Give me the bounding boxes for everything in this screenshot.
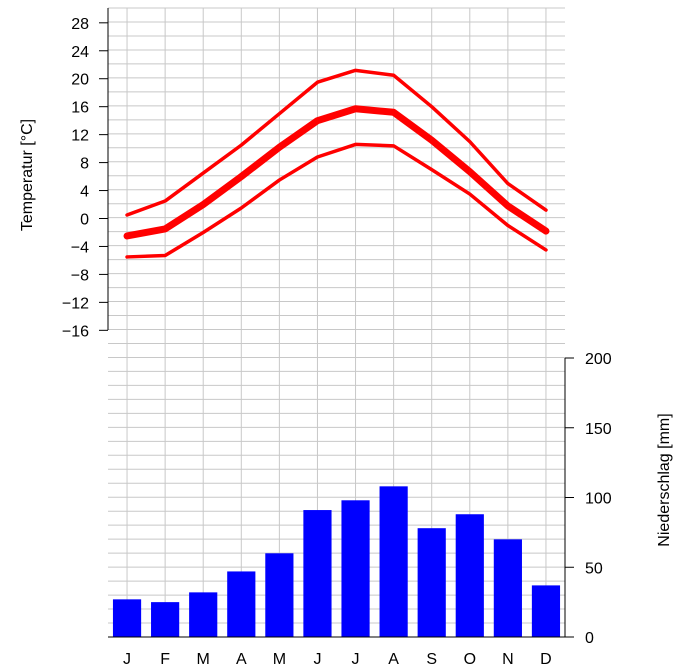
month-label: J [313,651,321,668]
precipitation-bar [189,592,218,637]
precipitation-bar [493,539,522,637]
temperature-tick-label: −12 [62,295,89,312]
month-label: O [464,651,476,668]
month-label: J [352,651,360,668]
month-label: A [388,651,399,668]
precipitation-tick-label: 150 [585,421,612,438]
temperature-max-line [125,68,548,217]
temperature-axis-label: Temperatur [°C] [19,119,36,231]
temperature-mean-line [123,105,550,240]
precipitation-tick-label: 50 [585,560,603,577]
temperature-tick-label: 20 [71,72,89,89]
month-label: S [426,651,437,668]
precipitation-bar [531,585,561,637]
temperature-min-line [125,142,548,259]
temperature-tick-label: 0 [80,212,89,229]
precipitation-bar [455,514,484,637]
precipitation-bar [151,602,180,637]
precipitation-bar [265,553,294,637]
temperature-tick-label: −4 [71,239,89,256]
temperature-tick-label: 16 [71,100,89,117]
precipitation-bar [227,571,256,637]
precipitation-tick-label: 100 [585,491,612,508]
precipitation-tick-label: 200 [585,351,612,368]
precipitation-bar [417,528,446,637]
temperature-lines [123,68,550,259]
precipitation-axis-label: Niederschlag [mm] [656,413,673,546]
temperature-tick-label: 28 [71,16,89,33]
month-label: F [160,651,170,668]
month-label: N [502,651,514,668]
month-label: M [197,651,210,668]
temperature-tick-label: −16 [62,323,89,340]
precipitation-bars [112,486,561,637]
temperature-tick-label: 8 [80,156,89,173]
temperature-tick-label: −8 [71,267,89,284]
axes: 28 24 20 16 12 8 4 0 −4 −8 −12 −16 0 50 100 150 200 J F M A M… [62,8,612,668]
axis-labels: Temperatur [°C] Niederschlag [mm] [19,119,673,547]
precipitation-bar [341,500,370,637]
precipitation-tick-label: 0 [585,630,594,647]
month-label: M [273,651,286,668]
month-label: A [236,651,247,668]
month-label: D [540,651,552,668]
precipitation-bar [303,510,332,637]
temperature-tick-label: 4 [80,184,89,201]
month-label: J [123,651,131,668]
temperature-tick-label: 24 [71,44,89,61]
precipitation-bar [112,599,142,637]
temperature-tick-label: 12 [71,128,89,145]
precipitation-bar [379,486,408,637]
